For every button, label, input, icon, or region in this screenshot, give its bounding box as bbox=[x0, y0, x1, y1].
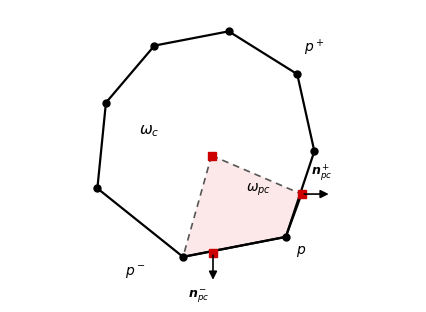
Polygon shape bbox=[183, 155, 302, 257]
Text: $p^-$: $p^-$ bbox=[125, 264, 146, 281]
Text: $\boldsymbol{n}^-_{pc}$: $\boldsymbol{n}^-_{pc}$ bbox=[188, 287, 209, 305]
Text: $\omega_c$: $\omega_c$ bbox=[138, 124, 159, 139]
Text: $\boldsymbol{n}^+_{pc}$: $\boldsymbol{n}^+_{pc}$ bbox=[311, 162, 333, 183]
Text: $\omega_{pc}$: $\omega_{pc}$ bbox=[246, 182, 271, 198]
Text: $p$: $p$ bbox=[296, 244, 306, 259]
Text: $p^+$: $p^+$ bbox=[304, 38, 325, 58]
